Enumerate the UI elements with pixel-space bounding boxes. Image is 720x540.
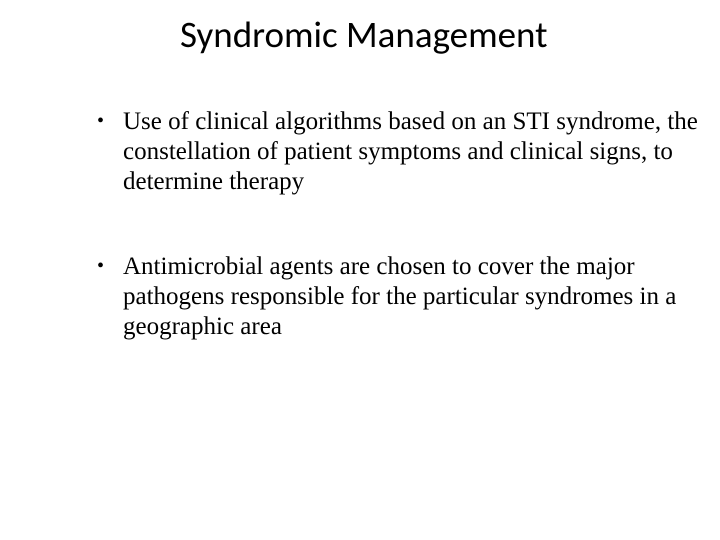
bullet-item: Use of clinical algorithms based on an S… <box>95 107 700 197</box>
slide-container: Syndromic Management Use of clinical alg… <box>0 0 720 540</box>
slide-title: Syndromic Management <box>180 12 700 57</box>
bullet-item: Antimicrobial agents are chosen to cover… <box>95 252 700 342</box>
bullet-list: Use of clinical algorithms based on an S… <box>70 107 700 342</box>
